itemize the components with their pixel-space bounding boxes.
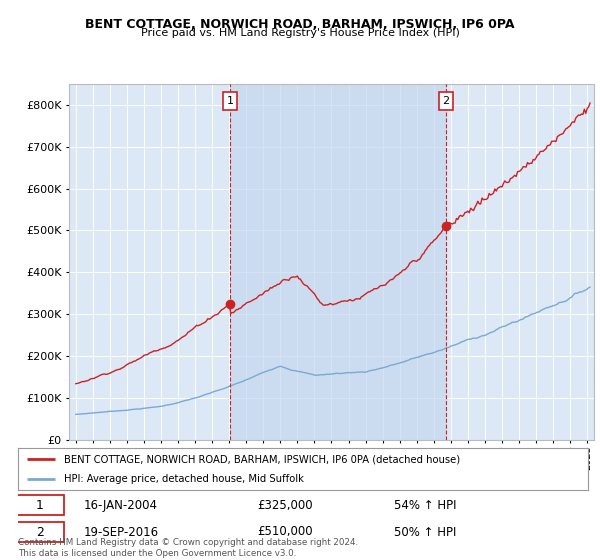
Text: 50% ↑ HPI: 50% ↑ HPI [394,525,457,539]
Text: 2: 2 [442,96,449,106]
Text: Contains HM Land Registry data © Crown copyright and database right 2024.
This d: Contains HM Land Registry data © Crown c… [18,538,358,558]
Text: 19-SEP-2016: 19-SEP-2016 [83,525,158,539]
Text: BENT COTTAGE, NORWICH ROAD, BARHAM, IPSWICH, IP6 0PA (detached house): BENT COTTAGE, NORWICH ROAD, BARHAM, IPSW… [64,454,460,464]
Text: 2: 2 [36,525,44,539]
FancyBboxPatch shape [15,522,64,542]
Text: 1: 1 [226,96,233,106]
Text: HPI: Average price, detached house, Mid Suffolk: HPI: Average price, detached house, Mid … [64,474,304,484]
Text: 16-JAN-2004: 16-JAN-2004 [83,498,158,512]
FancyBboxPatch shape [15,495,64,515]
Text: £510,000: £510,000 [257,525,313,539]
Text: Price paid vs. HM Land Registry's House Price Index (HPI): Price paid vs. HM Land Registry's House … [140,28,460,38]
Text: £325,000: £325,000 [257,498,313,512]
Bar [230,84,446,440]
Text: 1: 1 [36,498,44,512]
Text: 54% ↑ HPI: 54% ↑ HPI [394,498,457,512]
Text: BENT COTTAGE, NORWICH ROAD, BARHAM, IPSWICH, IP6 0PA: BENT COTTAGE, NORWICH ROAD, BARHAM, IPSW… [85,18,515,31]
